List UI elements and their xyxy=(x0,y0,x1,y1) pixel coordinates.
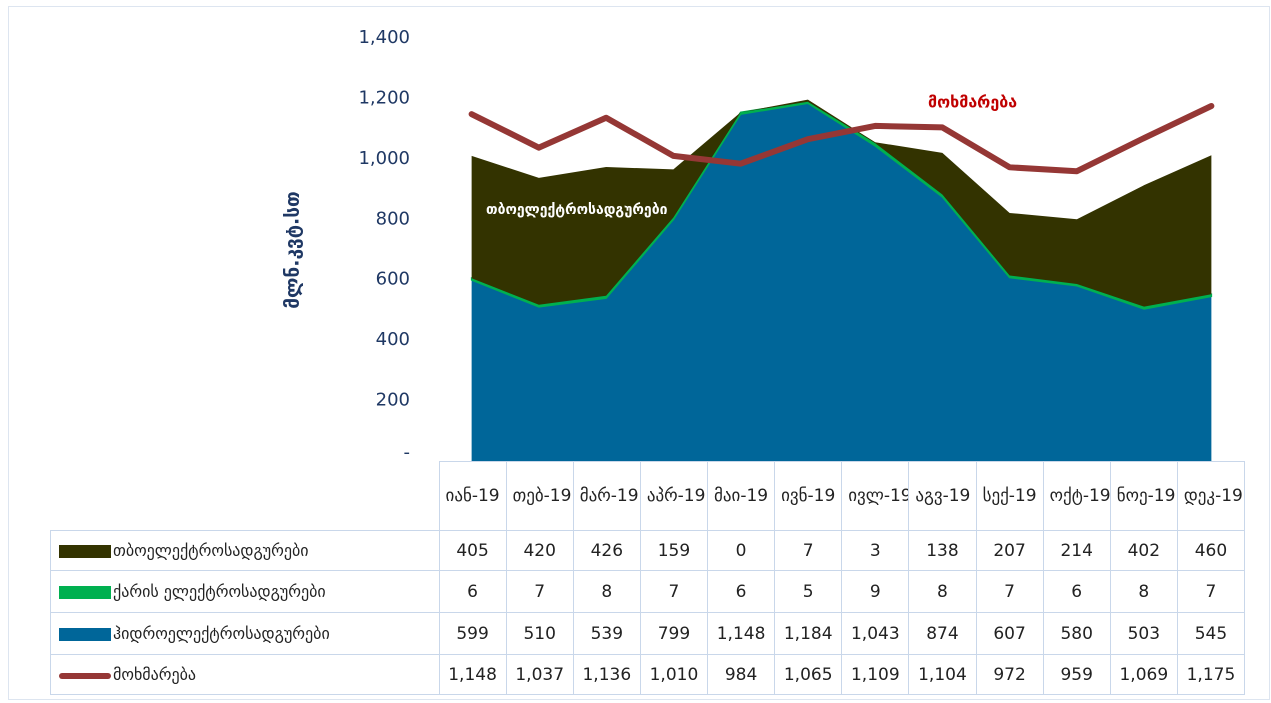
table-value: 1,136 xyxy=(572,654,641,695)
table-value: 1,043 xyxy=(841,612,910,655)
table-value: 539 xyxy=(572,612,641,655)
table-value: 607 xyxy=(975,612,1044,655)
y-axis-label: მლნ.კვტ.სთ xyxy=(282,191,304,309)
table-value: 6 xyxy=(1042,570,1111,613)
table-value: 1,148 xyxy=(438,654,507,695)
y-tick-label: 800 xyxy=(376,208,410,229)
category-label: სექ-19 xyxy=(975,461,1044,531)
legend-key xyxy=(59,586,111,599)
table-value: 1,148 xyxy=(706,612,776,655)
data-table: იან-19 თებ-19 მარ-19 აპრ-19 მაი-19 ივნ-19 ივლ-… xyxy=(50,461,1246,695)
table-row: თბოელექტროსადგურები 405 420 426 159 0 7 3 138 207… xyxy=(50,530,1246,571)
table-value: 545 xyxy=(1176,612,1246,655)
corner xyxy=(50,461,440,531)
category-label: დეკ-19 xyxy=(1176,461,1246,531)
table-value: 460 xyxy=(1176,530,1246,571)
table-value: 1,037 xyxy=(505,654,574,695)
area xyxy=(471,103,1212,462)
y-tick-label: 400 xyxy=(376,329,410,350)
series-name: ქარის ელექტროსადგურები xyxy=(50,570,440,613)
header-row: იან-19 თებ-19 მარ-19 აპრ-19 მაი-19 ივნ-19 ივლ-… xyxy=(50,461,1246,531)
table-value: 1,109 xyxy=(841,654,910,695)
table-value: 874 xyxy=(908,612,977,655)
table-value: 503 xyxy=(1109,612,1178,655)
legend-key xyxy=(59,545,111,558)
category-label: ივნ-19 xyxy=(774,461,843,531)
category-label: მარ-19 xyxy=(572,461,641,531)
series-name: მოხმარება xyxy=(50,654,440,695)
table-value: 1,175 xyxy=(1176,654,1246,695)
frame xyxy=(8,6,1270,700)
table-value: 8 xyxy=(908,570,977,613)
legend-key xyxy=(59,628,111,641)
y-tick-label: 600 xyxy=(376,269,410,290)
table-value: 0 xyxy=(706,530,776,571)
y-tick-label: - xyxy=(404,442,411,463)
table-value: 405 xyxy=(438,530,507,571)
table-value: 7 xyxy=(1176,570,1246,613)
table-value: 402 xyxy=(1109,530,1178,571)
table-row: მოხმარება 1,148 1,037 1,136 1,010 984 1,065 1,1… xyxy=(50,654,1246,695)
table-value: 5 xyxy=(774,570,843,613)
series-name: ჰიდროელექტროსადგურები xyxy=(50,612,440,655)
y-tick-label: 1,000 xyxy=(358,148,410,169)
category-label: თებ-19 xyxy=(505,461,574,531)
legend-label: თბოელექტროსადგურები xyxy=(113,541,309,560)
category-label: აპრ-19 xyxy=(639,461,709,531)
y-tick-label: 1,200 xyxy=(358,87,410,108)
y-tick-label: 1,400 xyxy=(358,27,410,48)
category-label: მაი-19 xyxy=(706,461,776,531)
table-value: 6 xyxy=(438,570,507,613)
line xyxy=(468,102,1215,175)
table-value: 7 xyxy=(975,570,1044,613)
category-label: იან-19 xyxy=(438,461,507,531)
legend-label: ჰიდროელექტროსადგურები xyxy=(113,624,330,643)
table-value: 3 xyxy=(841,530,910,571)
y-tick-label: 200 xyxy=(376,390,410,411)
series-name: თბოელექტროსადგურები xyxy=(50,530,440,571)
table-value: 984 xyxy=(706,654,776,695)
category-label: ნოე-19 xyxy=(1109,461,1178,531)
table-row: ჰიდროელექტროსადგურები 599 510 539 799 1,148 1,… xyxy=(50,612,1246,655)
table-value: 959 xyxy=(1042,654,1111,695)
table-value: 8 xyxy=(1109,570,1178,613)
area-label: თბოელექტროსადგურები xyxy=(486,202,668,218)
table-value: 7 xyxy=(639,570,709,613)
table-value: 138 xyxy=(908,530,977,571)
legend-label: ქარის ელექტროსადგურები xyxy=(113,582,326,601)
table-value: 1,184 xyxy=(774,612,843,655)
table-value: 1,065 xyxy=(774,654,843,695)
category-label: ივლ-19 xyxy=(841,461,910,531)
table-value: 6 xyxy=(706,570,776,613)
category-label: ოქტ-19 xyxy=(1042,461,1111,531)
legend-key xyxy=(59,672,111,679)
area xyxy=(470,100,1213,310)
table-value: 1,104 xyxy=(908,654,977,695)
legend-label: მოხმარება xyxy=(113,665,197,684)
table-value: 8 xyxy=(572,570,641,613)
category-label: აგვ-19 xyxy=(908,461,977,531)
table-value: 1,010 xyxy=(639,654,709,695)
table-row: ქარის ელექტროსადგურები 6 7 8 7 6 5 9 8 7 6 8 7 xyxy=(50,570,1246,613)
table-value: 9 xyxy=(841,570,910,613)
table-value: 972 xyxy=(975,654,1044,695)
table-value: 7 xyxy=(774,530,843,571)
area xyxy=(471,99,1212,307)
table-value: 214 xyxy=(1042,530,1111,571)
table-value: 426 xyxy=(572,530,641,571)
table-value: 599 xyxy=(438,612,507,655)
table-value: 7 xyxy=(505,570,574,613)
table-value: 1,069 xyxy=(1109,654,1178,695)
table-value: 580 xyxy=(1042,612,1111,655)
table-value: 207 xyxy=(975,530,1044,571)
table-value: 799 xyxy=(639,612,709,655)
table-value: 159 xyxy=(639,530,709,571)
line-label: მოხმარება xyxy=(928,93,1017,112)
table-value: 510 xyxy=(505,612,574,655)
table-value: 420 xyxy=(505,530,574,571)
